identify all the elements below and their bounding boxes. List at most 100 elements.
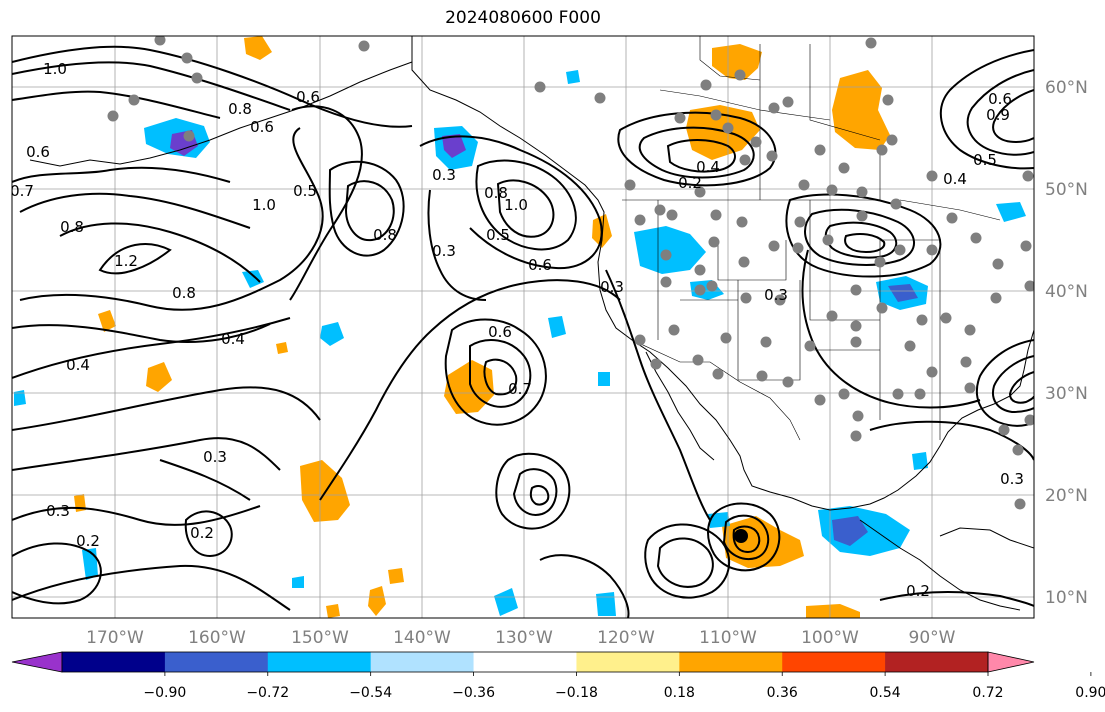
station-marker xyxy=(964,324,976,336)
shaded-region xyxy=(442,134,466,158)
contour-line xyxy=(319,279,621,501)
shaded-region xyxy=(806,604,860,618)
colorbar-extend-low xyxy=(11,651,63,673)
station-marker xyxy=(826,310,838,322)
contour-line xyxy=(59,222,261,283)
station-marker xyxy=(798,179,810,191)
contour-label: 1.0 xyxy=(43,60,67,78)
station-marker xyxy=(970,232,982,244)
shaded-region xyxy=(292,576,304,588)
contour-line xyxy=(644,523,731,599)
station-marker xyxy=(654,204,666,216)
contour-label: 0.3 xyxy=(203,448,227,466)
station-marker xyxy=(756,370,768,382)
contour-label: 0.4 xyxy=(696,158,720,176)
contour-label: 0.6 xyxy=(296,88,320,106)
station-marker xyxy=(882,94,894,106)
station-marker xyxy=(1024,414,1034,426)
contour-line xyxy=(12,564,291,611)
station-marker xyxy=(998,424,1010,436)
station-marker xyxy=(736,216,748,228)
station-marker xyxy=(712,368,724,380)
shaded-region xyxy=(242,270,264,288)
station-marker xyxy=(826,184,838,196)
colorbar-tick-label: 0.54 xyxy=(870,685,901,701)
shaded-region xyxy=(494,588,518,616)
station-marker xyxy=(850,320,862,332)
contour-label: 0.8 xyxy=(228,100,252,118)
contour-line xyxy=(940,49,1034,170)
contour-line xyxy=(617,111,777,187)
longitude-label: 90°W xyxy=(909,628,956,648)
station-marker xyxy=(1014,498,1026,510)
shaded-anomaly-layer xyxy=(14,36,1026,618)
shaded-region xyxy=(14,390,26,406)
station-marker xyxy=(774,294,786,306)
colorbar-segment xyxy=(782,652,886,672)
contour-line xyxy=(19,192,251,229)
station-marker xyxy=(926,170,938,182)
latitude-label: 50°N xyxy=(1045,180,1088,200)
station-marker xyxy=(668,324,680,336)
contour-label: 0.3 xyxy=(432,242,456,260)
station-marker xyxy=(990,292,1002,304)
contour-label: 0.7 xyxy=(10,182,34,200)
station-marker xyxy=(814,394,826,406)
contour-line xyxy=(879,590,1034,607)
station-marker xyxy=(960,356,972,368)
contour-line xyxy=(12,542,102,605)
contour-line xyxy=(605,269,711,521)
colorbar-tick-labels: −0.90 −0.72 −0.54 −0.36 −0.18 0.18 0.36 0.54 0.7… xyxy=(143,672,1105,701)
shaded-region xyxy=(368,586,386,616)
station-marker xyxy=(1020,240,1032,252)
station-marker xyxy=(850,336,862,348)
station-marker xyxy=(838,162,850,174)
contour-line xyxy=(496,179,555,238)
shaded-region xyxy=(912,452,928,470)
contour-label: 0.8 xyxy=(60,218,84,236)
station-marker xyxy=(107,110,119,122)
station-marker xyxy=(904,340,916,352)
contour-label-layer: 1.0 0.6 0.7 0.8 1.2 0.8 0.4 0.4 0.3 0.3 0.2 0.2 0.6 1… xyxy=(10,60,1024,600)
contour-line xyxy=(12,437,281,471)
station-marker xyxy=(358,40,370,52)
station-marker xyxy=(692,354,704,366)
shaded-region xyxy=(566,70,580,84)
contour-line xyxy=(328,160,405,257)
contour-line xyxy=(19,127,324,311)
colorbar-tick-label: −0.72 xyxy=(246,685,289,701)
contour-line xyxy=(512,468,558,516)
contour-line xyxy=(289,105,363,301)
station-marker xyxy=(768,240,780,252)
station-marker xyxy=(1022,170,1034,182)
station-marker xyxy=(852,410,864,422)
contour-line xyxy=(1008,371,1034,404)
station-marker xyxy=(865,37,877,49)
station-marker xyxy=(634,334,646,346)
colorbar-segment xyxy=(164,652,269,672)
shaded-region xyxy=(388,568,404,584)
shaded-region xyxy=(996,202,1026,222)
contour-line xyxy=(12,61,291,111)
contour-line xyxy=(12,90,221,119)
shaded-region xyxy=(548,316,566,338)
shaded-region xyxy=(320,322,344,346)
shaded-region xyxy=(244,36,272,60)
map-frame xyxy=(11,35,1035,619)
station-marker xyxy=(694,284,706,296)
station-marker xyxy=(740,292,752,304)
station-marker xyxy=(886,134,898,146)
shaded-region xyxy=(888,284,918,302)
longitude-axis: 170°W 160°W 150°W 140°W 130°W 120°W 110°W 100°W… xyxy=(86,628,956,648)
contour-label: 0.6 xyxy=(488,323,512,341)
station-marker-layer xyxy=(107,36,1034,510)
contour-line xyxy=(12,317,291,379)
contour-line xyxy=(12,323,271,343)
colorbar-segment xyxy=(473,652,577,672)
contour-line xyxy=(844,233,886,254)
colorbar-tick-label: −0.54 xyxy=(349,685,392,701)
contour-label: 0.9 xyxy=(986,106,1010,124)
station-marker xyxy=(914,388,926,400)
colorbar-segment xyxy=(576,652,680,672)
station-marker xyxy=(804,340,816,352)
